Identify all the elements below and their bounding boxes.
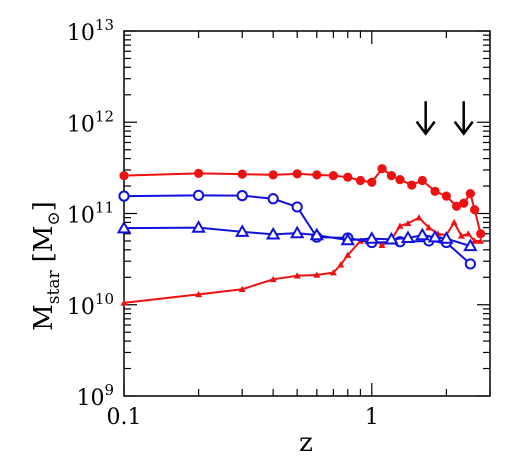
data-point (477, 237, 485, 244)
down-arrow (453, 101, 474, 136)
data-point (269, 275, 277, 283)
data-point (309, 227, 325, 241)
data-point (452, 201, 462, 211)
data-point (470, 205, 480, 215)
x-tick-label: 0.1 (107, 405, 142, 430)
data-point (191, 220, 206, 233)
data-point (267, 193, 279, 205)
y-axis-label-unit-close: ] (29, 201, 59, 211)
data-point (293, 272, 301, 279)
data-point (344, 251, 352, 258)
data-point (471, 237, 479, 244)
data-point (236, 190, 248, 202)
data-point (476, 229, 486, 239)
data-point (417, 175, 427, 186)
y-axis-label-main: M (29, 304, 59, 331)
data-point (118, 190, 130, 202)
data-point (291, 201, 303, 213)
data-point (312, 170, 322, 180)
y-tick-label-exponent: 10 (95, 290, 114, 308)
series-0-filled-circle (119, 164, 486, 239)
y-tick-label-exponent: 9 (104, 381, 114, 399)
data-point (415, 227, 430, 241)
data-point (120, 299, 128, 306)
data-point (386, 171, 396, 181)
data-point (116, 220, 132, 234)
data-point (459, 198, 469, 208)
data-point (364, 231, 380, 244)
arrow-head (453, 120, 474, 136)
data-point (119, 171, 129, 181)
data-point (268, 170, 278, 180)
data-point (193, 168, 204, 179)
data-point (340, 232, 355, 246)
y-tick-label: 1013 (67, 16, 114, 46)
arrow-head (415, 120, 436, 136)
y-tick-label: 1011 (67, 199, 114, 229)
y-tick-label-base: 10 (67, 21, 95, 46)
data-point (457, 232, 465, 239)
data-point (195, 290, 203, 298)
data-point (328, 171, 338, 181)
data-point (463, 238, 478, 252)
data-point (425, 224, 433, 231)
data-point (234, 224, 250, 237)
data-point (329, 269, 337, 276)
data-point (377, 164, 387, 174)
y-tick-label-base: 10 (76, 386, 104, 411)
y-axis-label-unit-symbol: ⊙ (44, 211, 64, 225)
data-point (343, 172, 353, 182)
y-tick-label-exponent: 11 (95, 199, 114, 217)
data-point (192, 189, 205, 201)
data-point (465, 189, 475, 199)
data-point (384, 231, 399, 245)
arrow-layer (415, 101, 474, 136)
series-line (123, 216, 481, 304)
y-tick-label-base: 10 (67, 204, 95, 229)
data-point (367, 177, 377, 187)
data-point (238, 285, 246, 293)
data-point (337, 261, 345, 268)
series-layer (116, 164, 486, 306)
y-axis-label-sub: star (44, 269, 64, 304)
data-point (415, 214, 423, 221)
data-point (404, 219, 412, 227)
y-tick-label: 109 (76, 381, 114, 411)
series-line (123, 167, 482, 234)
y-axis-label-unit-open: [M (29, 226, 59, 263)
down-arrow (415, 101, 436, 136)
data-point (313, 271, 321, 278)
x-tick-label: 1 (365, 405, 379, 430)
data-point (289, 225, 305, 239)
data-point (439, 231, 454, 244)
data-point (396, 222, 404, 229)
plot-frame (123, 30, 491, 397)
series-3-open-triangle (116, 220, 478, 252)
y-tick-label-base: 10 (67, 112, 95, 137)
y-tick-label-base: 10 (67, 295, 95, 320)
data-point (430, 186, 440, 196)
data-point (464, 230, 472, 237)
data-point (292, 169, 302, 179)
data-point (237, 169, 247, 179)
y-tick-label: 1010 (67, 290, 114, 320)
y-tick-label: 1012 (67, 107, 114, 137)
data-point (464, 258, 476, 270)
data-point (441, 191, 451, 201)
data-point (427, 229, 443, 243)
y-axis-label: Mstar [M⊙] (29, 201, 64, 331)
y-tick-label-exponent: 13 (95, 16, 114, 34)
data-point (378, 241, 386, 248)
x-axis-label: z (299, 428, 313, 458)
data-point (265, 226, 281, 240)
y-tick-label-exponent: 12 (95, 107, 114, 125)
data-point (400, 230, 416, 244)
data-point (395, 175, 405, 185)
data-point (355, 175, 366, 186)
data-point (450, 218, 458, 226)
data-point (407, 180, 417, 190)
